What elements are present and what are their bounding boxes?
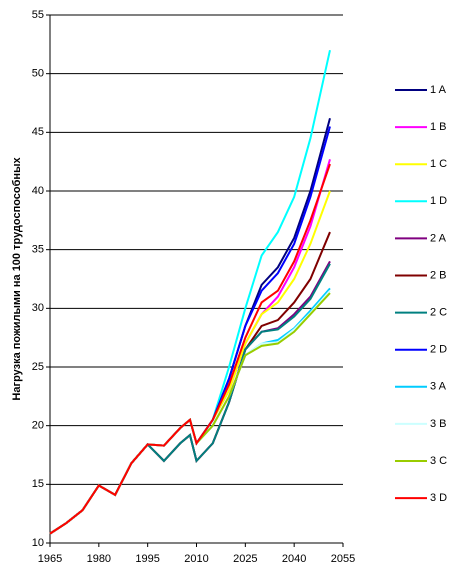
legend-label: 1 B xyxy=(430,121,447,133)
y-tick-label: 45 xyxy=(32,126,44,138)
y-tick-label: 30 xyxy=(32,302,44,314)
legend-label: 3 D xyxy=(430,492,447,504)
series-line xyxy=(49,263,331,535)
y-tick-label: 15 xyxy=(32,478,44,490)
y-tick-label: 50 xyxy=(32,68,44,80)
legend-label: 3 B xyxy=(430,418,447,430)
legend-label: 1 A xyxy=(430,84,447,96)
y-axis-label: Нагрузка пожилыми на 100 трудоспособных xyxy=(11,157,23,401)
series-line xyxy=(49,49,331,535)
y-tick-label: 40 xyxy=(32,185,44,197)
y-tick-label: 20 xyxy=(32,420,44,432)
series-line xyxy=(49,117,331,535)
x-tick-label: 2010 xyxy=(184,553,208,565)
legend-label: 2 D xyxy=(430,344,447,356)
legend-label: 2 C xyxy=(430,307,447,319)
legend-label: 1 C xyxy=(430,158,447,170)
x-tick-label: 2040 xyxy=(282,553,306,565)
x-tick-label: 2025 xyxy=(233,553,257,565)
legend-label: 2 B xyxy=(430,269,447,281)
y-tick-label: 55 xyxy=(32,9,44,21)
legend-label: 1 D xyxy=(430,195,447,207)
y-tick-label: 25 xyxy=(32,361,44,373)
series-line xyxy=(49,126,331,535)
legend-label: 3 C xyxy=(430,455,447,467)
x-tick-label: 1980 xyxy=(87,553,111,565)
x-tick-label: 1995 xyxy=(135,553,159,565)
series-line xyxy=(49,260,331,535)
x-tick-label: 1965 xyxy=(38,553,62,565)
legend-label: 3 A xyxy=(430,381,447,393)
x-tick-label: 2055 xyxy=(331,553,355,565)
y-tick-label: 35 xyxy=(32,244,44,256)
series-line xyxy=(49,163,331,535)
y-tick-label: 10 xyxy=(32,537,44,549)
series-line xyxy=(49,159,331,535)
legend-label: 2 A xyxy=(430,232,447,244)
series-line xyxy=(49,190,331,535)
